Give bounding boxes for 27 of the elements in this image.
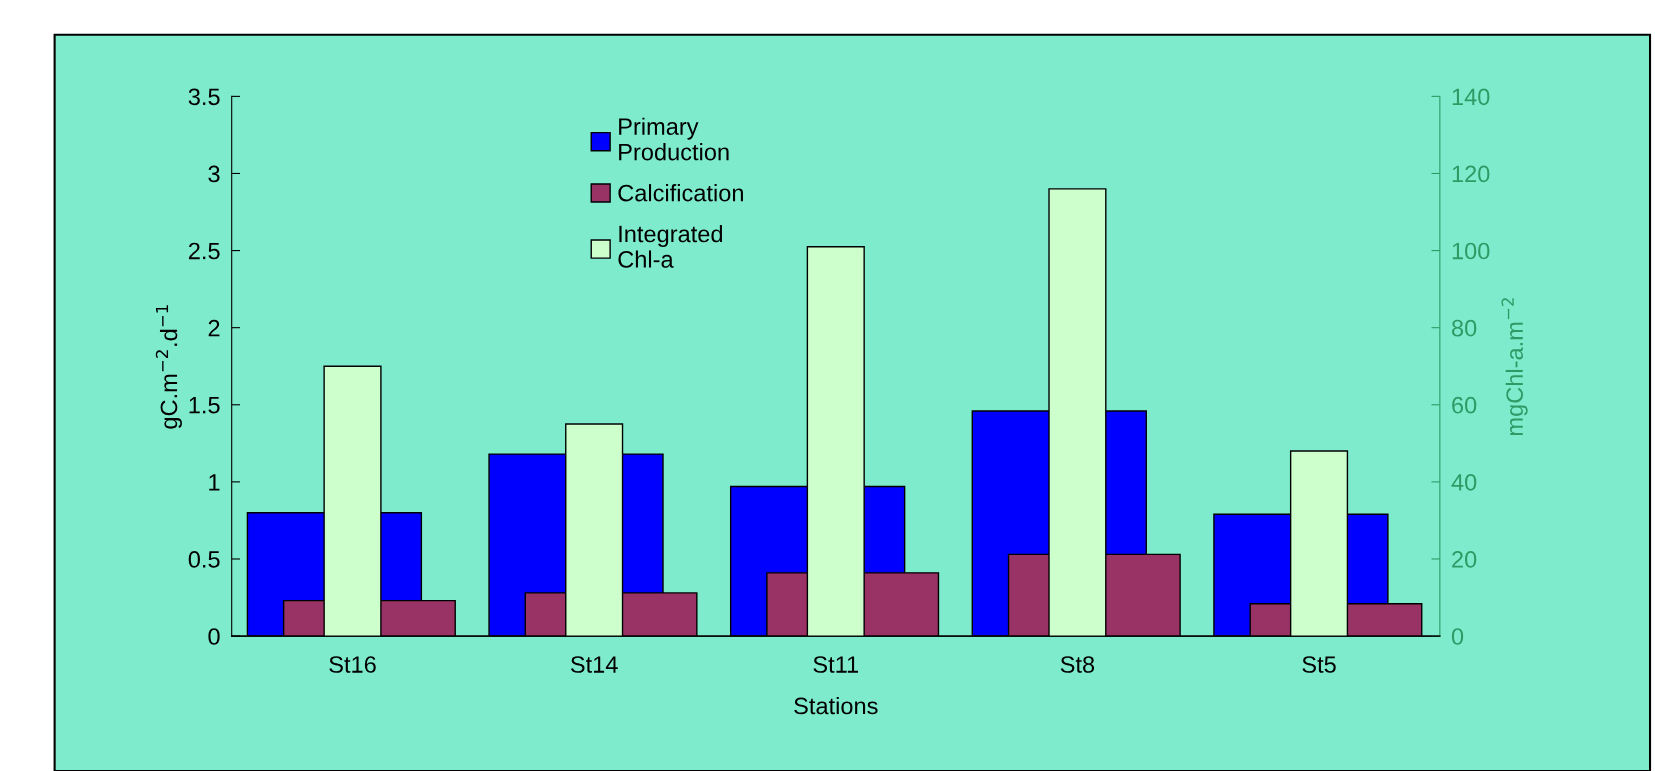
x-tick-label: St5	[1302, 656, 1336, 673]
y-tick-label: 2	[208, 319, 220, 337]
y2-tick-label: 40	[1451, 473, 1477, 491]
y2-axis-title: mgChl-a.m$^{−2}$	[1501, 298, 1528, 436]
y-axis-title: gC.m$^{−2}$.d$^{−1}$	[155, 305, 182, 429]
y-tick-label: 3	[208, 165, 220, 183]
legend-label: Calcification	[618, 184, 743, 202]
y2-tick-label: 60	[1452, 396, 1477, 414]
legend-label: Integrated Chl-a	[618, 224, 723, 268]
y2-tick-label: 120	[1452, 165, 1490, 183]
y2-tick-label: 0	[1451, 628, 1464, 645]
legend-label: Primary Production	[619, 117, 729, 161]
x-tick-label: St14	[570, 656, 618, 673]
y2-tick-label: 80	[1451, 319, 1477, 337]
x-axis-title: Stations	[794, 696, 878, 715]
y-tick-label: 0.5	[188, 551, 220, 568]
y-tick-label: 2.5	[188, 242, 220, 260]
x-tick-label: St11	[813, 656, 859, 673]
y2-tick-label: 100	[1452, 242, 1490, 260]
y2-tick-label: 140	[1452, 88, 1490, 106]
y-tick-label: 1.5	[189, 397, 220, 414]
y-tick-label: 0	[208, 628, 220, 645]
y2-tick-label: 20	[1452, 551, 1477, 568]
y-tick-label: 3.5	[188, 88, 220, 106]
y-tick-label: 1	[209, 474, 220, 491]
x-tick-label: St16	[329, 656, 376, 673]
x-tick-label: St8	[1060, 656, 1095, 673]
